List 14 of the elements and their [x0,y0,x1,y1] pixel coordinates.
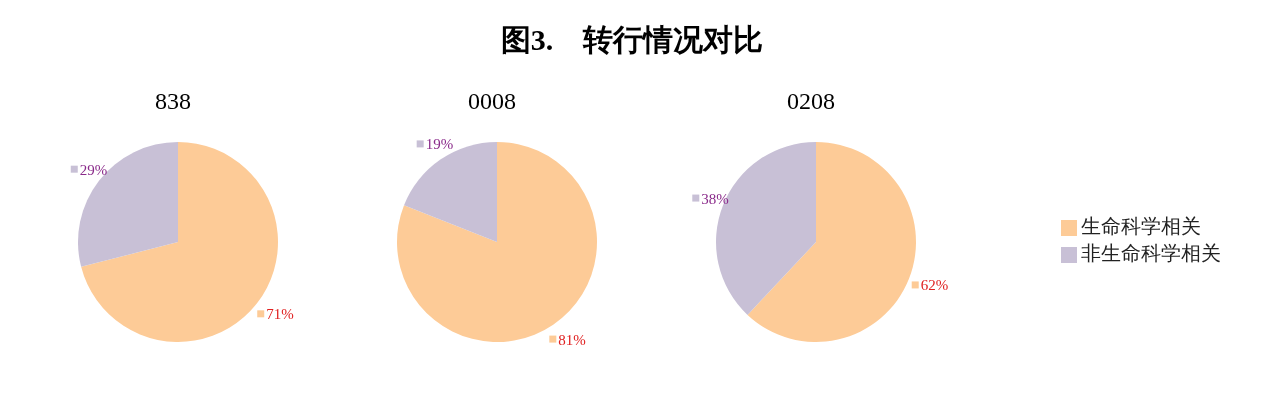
caption: 图3. 转行情况对比 [499,22,765,58]
data-label: 38% [701,190,729,207]
pie-slice [747,142,916,342]
data-label: 62% [920,277,949,294]
data-label: 71% [266,306,294,323]
pie-slice [78,142,178,267]
chart-title: 0008 [467,88,517,116]
legend-label: 非生命科学相关 [1081,242,1221,264]
data-label: 19% [425,136,454,153]
legend-label: 生命科学相关 [1081,215,1201,237]
data-label: 29% [79,161,108,178]
chart-title: 838 [154,88,192,116]
data-label: 81% [558,331,586,348]
chart-title: 0208 [786,88,836,116]
